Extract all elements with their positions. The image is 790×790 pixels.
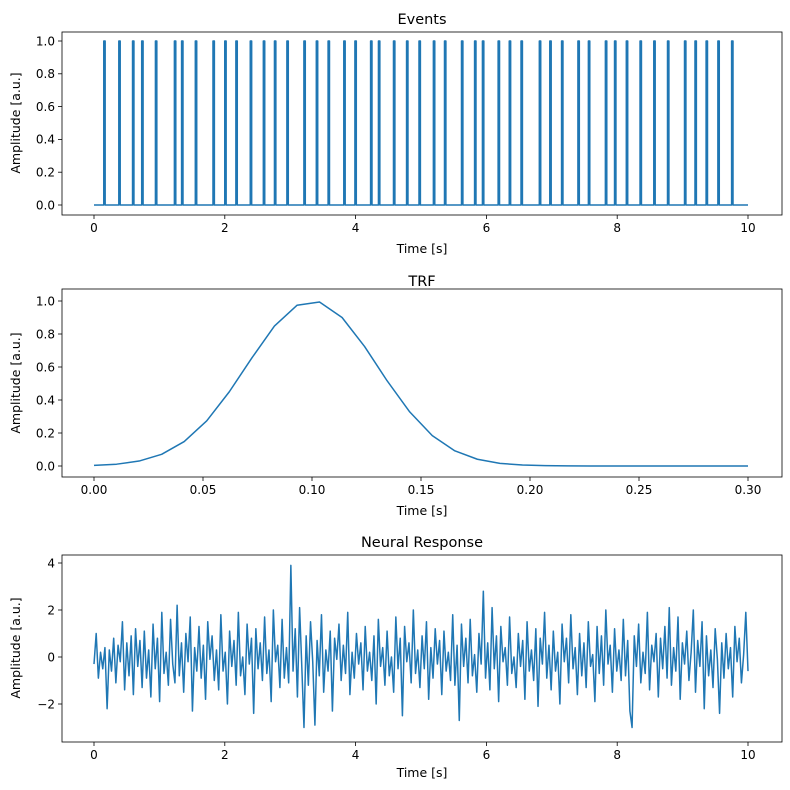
events-xlabel: Time [s]	[396, 241, 448, 256]
x-tick-label: 2	[221, 221, 229, 235]
y-tick-label: 0.8	[36, 67, 55, 81]
y-tick-label: 0.0	[36, 198, 55, 212]
y-tick-label: 0	[47, 650, 55, 664]
x-tick-label: 0	[90, 221, 98, 235]
y-tick-label: 0.2	[36, 426, 55, 440]
events-title: Events	[397, 12, 446, 28]
trf-title: TRF	[407, 274, 435, 290]
y-tick-label: 0.6	[36, 360, 55, 374]
axes-frame	[61, 31, 783, 216]
y-tick-label: 0.4	[36, 133, 55, 147]
x-tick-label: 8	[613, 221, 621, 235]
x-tick-label: 10	[740, 748, 755, 762]
y-tick-label: 0.2	[36, 166, 55, 180]
y-tick-label: 0.0	[36, 459, 55, 473]
x-tick-label: 0.00	[81, 483, 108, 497]
neural-response-title: Neural Response	[361, 535, 483, 551]
y-tick-label: −2	[37, 697, 55, 711]
y-tick-label: 1.0	[36, 294, 55, 308]
axes-frame	[61, 554, 783, 743]
x-tick-label: 10	[740, 221, 755, 235]
x-tick-label: 4	[352, 221, 360, 235]
neural-response-xlabel: Time [s]	[396, 765, 448, 780]
x-tick-label: 0.20	[517, 483, 544, 497]
x-tick-label: 2	[221, 748, 229, 762]
y-tick-label: 4	[47, 556, 55, 570]
data-series-line	[93, 301, 748, 467]
trf-ylabel: Amplitude [a.u.]	[8, 332, 23, 433]
y-tick-label: 0.8	[36, 327, 55, 341]
y-tick-label: 0.4	[36, 393, 55, 407]
data-series-line	[94, 40, 748, 206]
events-ylabel: Amplitude [a.u.]	[8, 72, 23, 173]
neural-response-subplot: Neural Response Time [s] Amplitude [a.u.…	[8, 535, 783, 780]
x-tick-label: 0.05	[190, 483, 217, 497]
y-tick-label: 1.0	[36, 34, 55, 48]
x-tick-label: 4	[352, 748, 360, 762]
x-tick-label: 0.15	[408, 483, 435, 497]
data-series-line	[93, 564, 749, 729]
x-tick-label: 6	[483, 748, 491, 762]
x-tick-label: 6	[483, 221, 491, 235]
neural-response-ylabel: Amplitude [a.u.]	[8, 597, 23, 698]
x-tick-label: 0	[90, 748, 98, 762]
trf-subplot: TRF Time [s] Amplitude [a.u.] 0.00 0.05 0.…	[8, 274, 783, 518]
x-tick-label: 8	[613, 748, 621, 762]
axes-frame	[61, 288, 783, 478]
events-subplot: Events Time [s] Amplitude [a.u.] 0 2 4 6 8 10…	[8, 12, 783, 256]
trf-xlabel: Time [s]	[396, 503, 448, 518]
x-tick-label: 0.10	[299, 483, 326, 497]
x-tick-label: 0.25	[626, 483, 653, 497]
y-tick-label: 0.6	[36, 100, 55, 114]
x-tick-label: 0.30	[735, 483, 762, 497]
y-tick-label: 2	[47, 603, 55, 617]
